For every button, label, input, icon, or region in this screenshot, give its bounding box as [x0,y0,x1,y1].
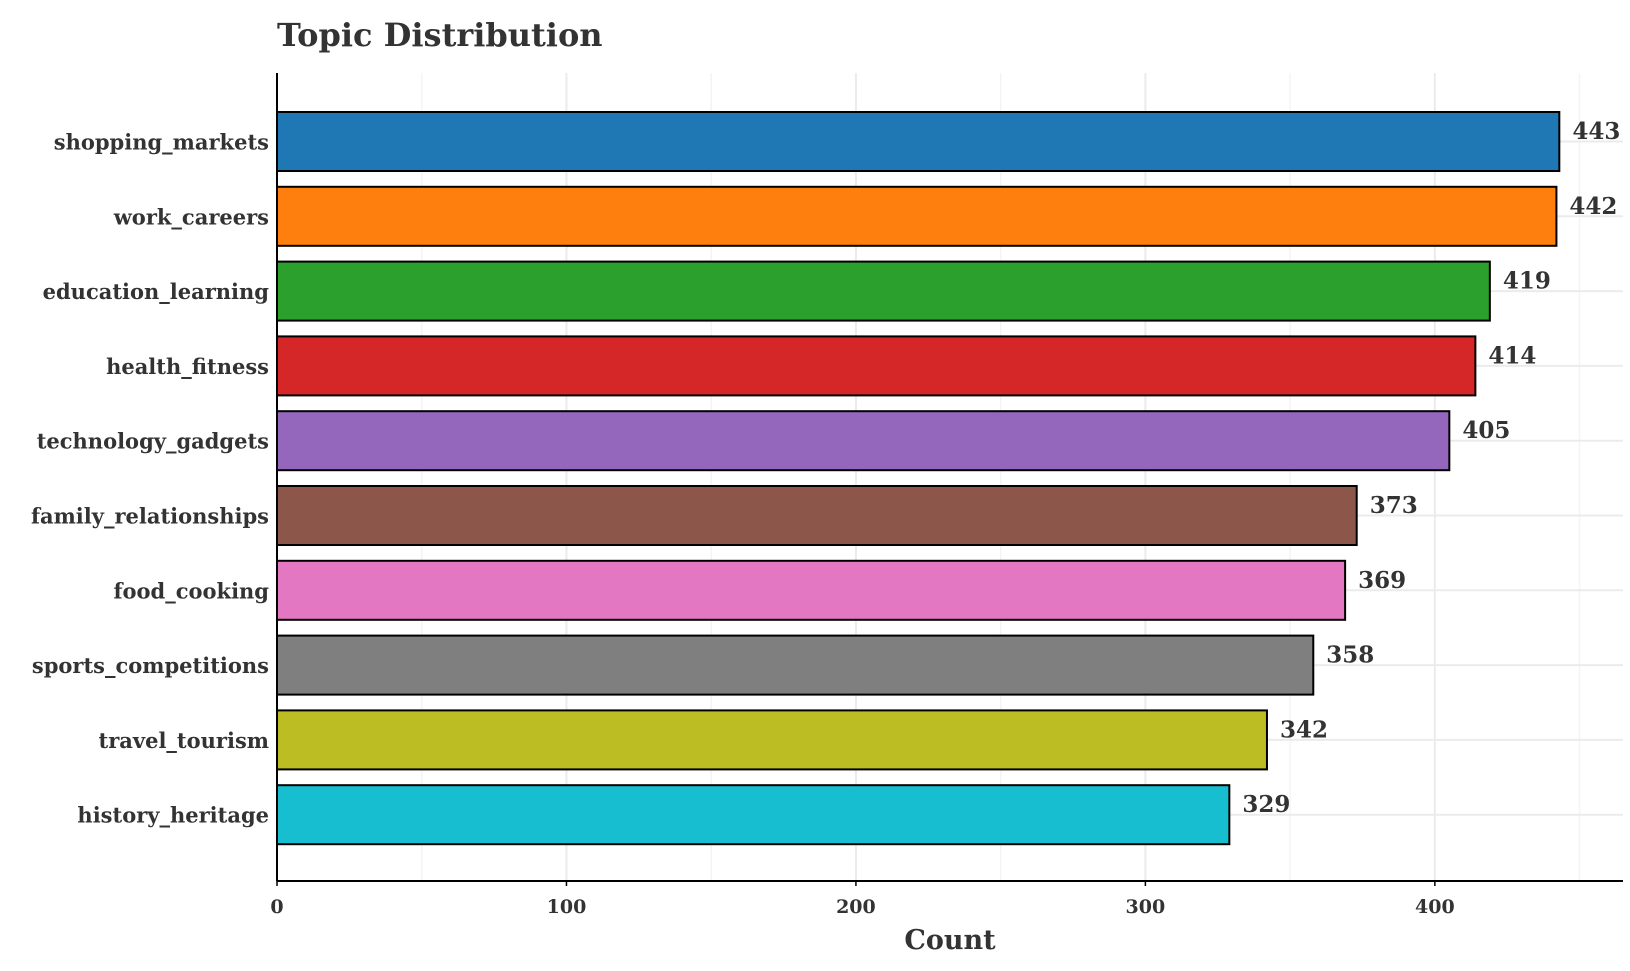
value-label: 442 [1569,193,1617,220]
labels: 443 shopping_markets 442 work_careers 419 edu… [31,118,1620,918]
value-label: 419 [1503,268,1551,295]
bar-work-careers [276,185,1558,247]
bar-education-learning [276,260,1491,322]
bar-food-cooking [276,559,1347,621]
bar-health-fitness [276,335,1477,397]
category-label: health_fitness [106,354,269,379]
value-label: 329 [1242,791,1290,818]
x-tick-label: 100 [547,896,587,918]
value-label: 369 [1358,567,1406,594]
value-label: 414 [1488,342,1536,369]
category-label: shopping_markets [54,130,269,155]
category-label: work_careers [113,204,269,229]
x-tick-label: 0 [270,896,283,918]
bar-shopping-markets [276,111,1561,172]
x-tick-label: 300 [1126,896,1166,918]
category-label: family_relationships [31,504,269,529]
bar-technology-gadgets [276,410,1451,472]
x-tick-label: 400 [1415,896,1455,918]
category-label: sports_competitions [32,653,269,678]
chart-title: Topic Distribution [277,16,603,54]
value-label: 342 [1280,716,1328,743]
value-label: 373 [1370,492,1418,519]
value-label: 405 [1462,417,1510,444]
category-label: food_cooking [113,578,269,603]
bar-sports-competitions [276,634,1315,696]
category-label: education_learning [43,279,270,304]
bar-family-relationships [276,485,1358,546]
value-label: 443 [1572,118,1620,145]
value-label: 358 [1326,642,1374,669]
axes [276,73,1623,882]
category-label: travel_tourism [99,728,269,753]
bars [276,111,1561,846]
x-axis-title: Count [904,925,996,956]
category-label: technology_gadgets [37,429,269,454]
x-tick-label: 200 [836,896,876,918]
category-label: history_heritage [77,803,269,828]
bar-history-heritage [276,784,1231,846]
bar-travel-tourism [276,709,1268,771]
